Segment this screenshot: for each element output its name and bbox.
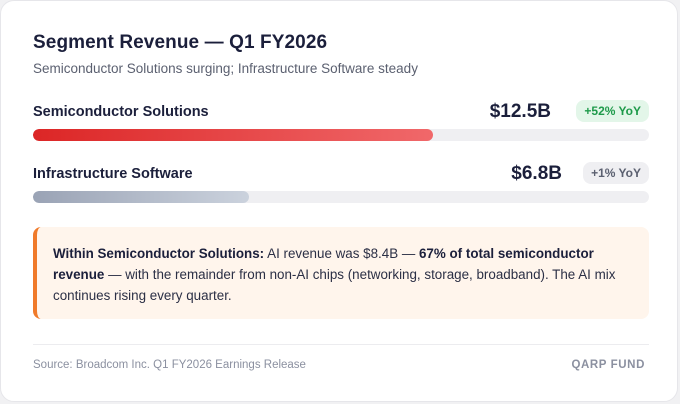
segment-name: Infrastructure Software xyxy=(33,166,193,182)
yoy-change-badge: +52% YoY xyxy=(576,100,649,122)
progress-track xyxy=(33,129,649,141)
segment-name: Semiconductor Solutions xyxy=(33,104,209,120)
callout-emphasis: 67% of total semiconductor revenue xyxy=(53,246,594,282)
callout-text: AI revenue was $8.4B — xyxy=(264,246,419,261)
progress-fill xyxy=(33,191,249,203)
insight-callout: Within Semiconductor Solutions: AI reven… xyxy=(33,227,649,319)
card-subtitle: Semiconductor Solutions surging; Infrast… xyxy=(33,61,418,76)
yoy-change-badge: +1% YoY xyxy=(583,162,649,184)
callout-text-continued: — with the remainder from non-AI chips (… xyxy=(53,267,616,303)
card-title: Segment Revenue — Q1 FY2026 xyxy=(33,32,328,53)
callout-lead: Within Semiconductor Solutions: xyxy=(53,246,265,261)
progress-track xyxy=(33,191,649,203)
brand-label: QARP FUND xyxy=(571,359,645,371)
segment-value: $12.5B xyxy=(489,101,551,122)
segment-value: $6.8B xyxy=(511,163,562,184)
footer-divider xyxy=(33,344,649,345)
progress-fill xyxy=(33,129,434,141)
source-note: Source: Broadcom Inc. Q1 FY2026 Earnings… xyxy=(33,359,306,371)
